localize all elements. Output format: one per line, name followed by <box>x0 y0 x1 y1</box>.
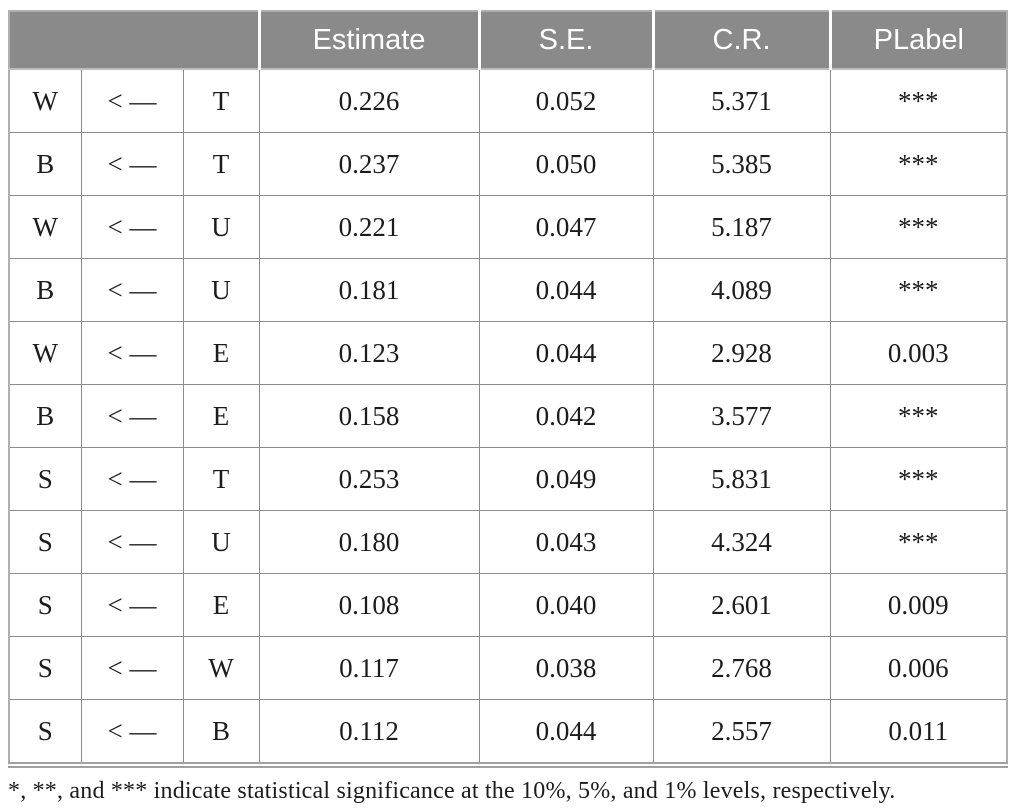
cell-independent-variable: T <box>182 132 260 196</box>
cell-dependent-variable: S <box>8 447 82 511</box>
cell-dependent-variable: B <box>8 384 82 448</box>
cell-plabel: *** <box>829 258 1008 322</box>
cell-independent-variable: U <box>182 510 260 574</box>
cell-independent-variable: B <box>182 699 260 766</box>
cell-path-arrow: < — <box>80 321 184 385</box>
cell-se: 0.049 <box>478 447 654 511</box>
cell-se: 0.050 <box>478 132 654 196</box>
cell-cr: 5.831 <box>652 447 831 511</box>
cell-dependent-variable: B <box>8 258 82 322</box>
cell-path-arrow: < — <box>80 68 184 133</box>
cell-plabel: 0.003 <box>829 321 1008 385</box>
cell-path-arrow: < — <box>80 636 184 700</box>
cell-independent-variable: W <box>182 636 260 700</box>
cell-independent-variable: U <box>182 195 260 259</box>
header-cell-blank <box>9 11 260 70</box>
cell-path-arrow: < — <box>80 132 184 196</box>
cell-dependent-variable: S <box>8 699 82 766</box>
cell-independent-variable: E <box>182 321 260 385</box>
cell-plabel: 0.011 <box>829 699 1008 766</box>
cell-estimate: 0.180 <box>258 510 480 574</box>
table-body: W < — T 0.226 0.052 5.371 *** B < — T 0.… <box>8 68 1008 766</box>
cell-cr: 2.601 <box>652 573 831 637</box>
cell-se: 0.040 <box>478 573 654 637</box>
cell-path-arrow: < — <box>80 510 184 574</box>
cell-independent-variable: E <box>182 384 260 448</box>
cell-plabel: *** <box>829 384 1008 448</box>
cell-estimate: 0.123 <box>258 321 480 385</box>
cell-cr: 5.371 <box>652 68 831 133</box>
cell-estimate: 0.181 <box>258 258 480 322</box>
cell-cr: 3.577 <box>652 384 831 448</box>
cell-path-arrow: < — <box>80 384 184 448</box>
cell-plabel: *** <box>829 132 1008 196</box>
cell-cr: 5.187 <box>652 195 831 259</box>
cell-independent-variable: T <box>182 447 260 511</box>
cell-se: 0.044 <box>478 258 654 322</box>
header-row: Estimate S.E. C.R. PLabel <box>9 11 1008 70</box>
cell-plabel: *** <box>829 510 1008 574</box>
cell-se: 0.044 <box>478 321 654 385</box>
cell-dependent-variable: W <box>8 195 82 259</box>
table-row: B < — T 0.237 0.050 5.385 *** <box>8 132 1008 196</box>
cell-dependent-variable: W <box>8 68 82 133</box>
cell-estimate: 0.158 <box>258 384 480 448</box>
cell-se: 0.047 <box>478 195 654 259</box>
table-row: W < — E 0.123 0.044 2.928 0.003 <box>8 321 1008 385</box>
header-cell-cr: C.R. <box>651 11 831 70</box>
cell-plabel: *** <box>829 195 1008 259</box>
cell-independent-variable: T <box>182 68 260 133</box>
table-row: W < — U 0.221 0.047 5.187 *** <box>8 195 1008 259</box>
header-cell-estimate: Estimate <box>257 11 480 70</box>
cell-plabel: 0.006 <box>829 636 1008 700</box>
cell-se: 0.044 <box>478 699 654 766</box>
cell-estimate: 0.237 <box>258 132 480 196</box>
cell-path-arrow: < — <box>80 447 184 511</box>
significance-footnote: *, **, and *** indicate statistical sign… <box>8 778 896 804</box>
cell-cr: 2.557 <box>652 699 831 766</box>
cell-estimate: 0.253 <box>258 447 480 511</box>
table-header: Estimate S.E. C.R. PLabel <box>9 11 1008 70</box>
cell-dependent-variable: S <box>8 510 82 574</box>
table-row: B < — E 0.158 0.042 3.577 *** <box>8 384 1008 448</box>
cell-path-arrow: < — <box>80 195 184 259</box>
cell-cr: 5.385 <box>652 132 831 196</box>
cell-cr: 4.324 <box>652 510 831 574</box>
cell-estimate: 0.226 <box>258 68 480 133</box>
cell-cr: 4.089 <box>652 258 831 322</box>
table-row: S < — W 0.117 0.038 2.768 0.006 <box>8 636 1008 700</box>
cell-cr: 2.928 <box>652 321 831 385</box>
cell-estimate: 0.221 <box>258 195 480 259</box>
cell-estimate: 0.108 <box>258 573 480 637</box>
cell-path-arrow: < — <box>80 258 184 322</box>
cell-path-arrow: < — <box>80 573 184 637</box>
table-row: S < — U 0.180 0.043 4.324 *** <box>8 510 1008 574</box>
cell-independent-variable: U <box>182 258 260 322</box>
table-row: S < — E 0.108 0.040 2.601 0.009 <box>8 573 1008 637</box>
cell-dependent-variable: W <box>8 321 82 385</box>
cell-estimate: 0.117 <box>258 636 480 700</box>
cell-se: 0.038 <box>478 636 654 700</box>
table-row: S < — B 0.112 0.044 2.557 0.011 <box>8 699 1008 766</box>
cell-dependent-variable: S <box>8 636 82 700</box>
table-row: S < — T 0.253 0.049 5.831 *** <box>8 447 1008 511</box>
cell-path-arrow: < — <box>80 699 184 766</box>
cell-cr: 2.768 <box>652 636 831 700</box>
cell-estimate: 0.112 <box>258 699 480 766</box>
cell-plabel: *** <box>829 68 1008 133</box>
table-row: B < — U 0.181 0.044 4.089 *** <box>8 258 1008 322</box>
table-row: W < — T 0.226 0.052 5.371 *** <box>8 68 1008 133</box>
cell-independent-variable: E <box>182 573 260 637</box>
header-cell-plabel: PLabel <box>828 11 1008 70</box>
regression-results-table: Estimate S.E. C.R. PLabel W < — T 0.226 … <box>8 10 1009 768</box>
cell-se: 0.043 <box>478 510 654 574</box>
cell-se: 0.042 <box>478 384 654 448</box>
cell-dependent-variable: S <box>8 573 82 637</box>
cell-se: 0.052 <box>478 68 654 133</box>
cell-plabel: *** <box>829 447 1008 511</box>
header-cell-se: S.E. <box>477 11 654 70</box>
cell-dependent-variable: B <box>8 132 82 196</box>
cell-plabel: 0.009 <box>829 573 1008 637</box>
